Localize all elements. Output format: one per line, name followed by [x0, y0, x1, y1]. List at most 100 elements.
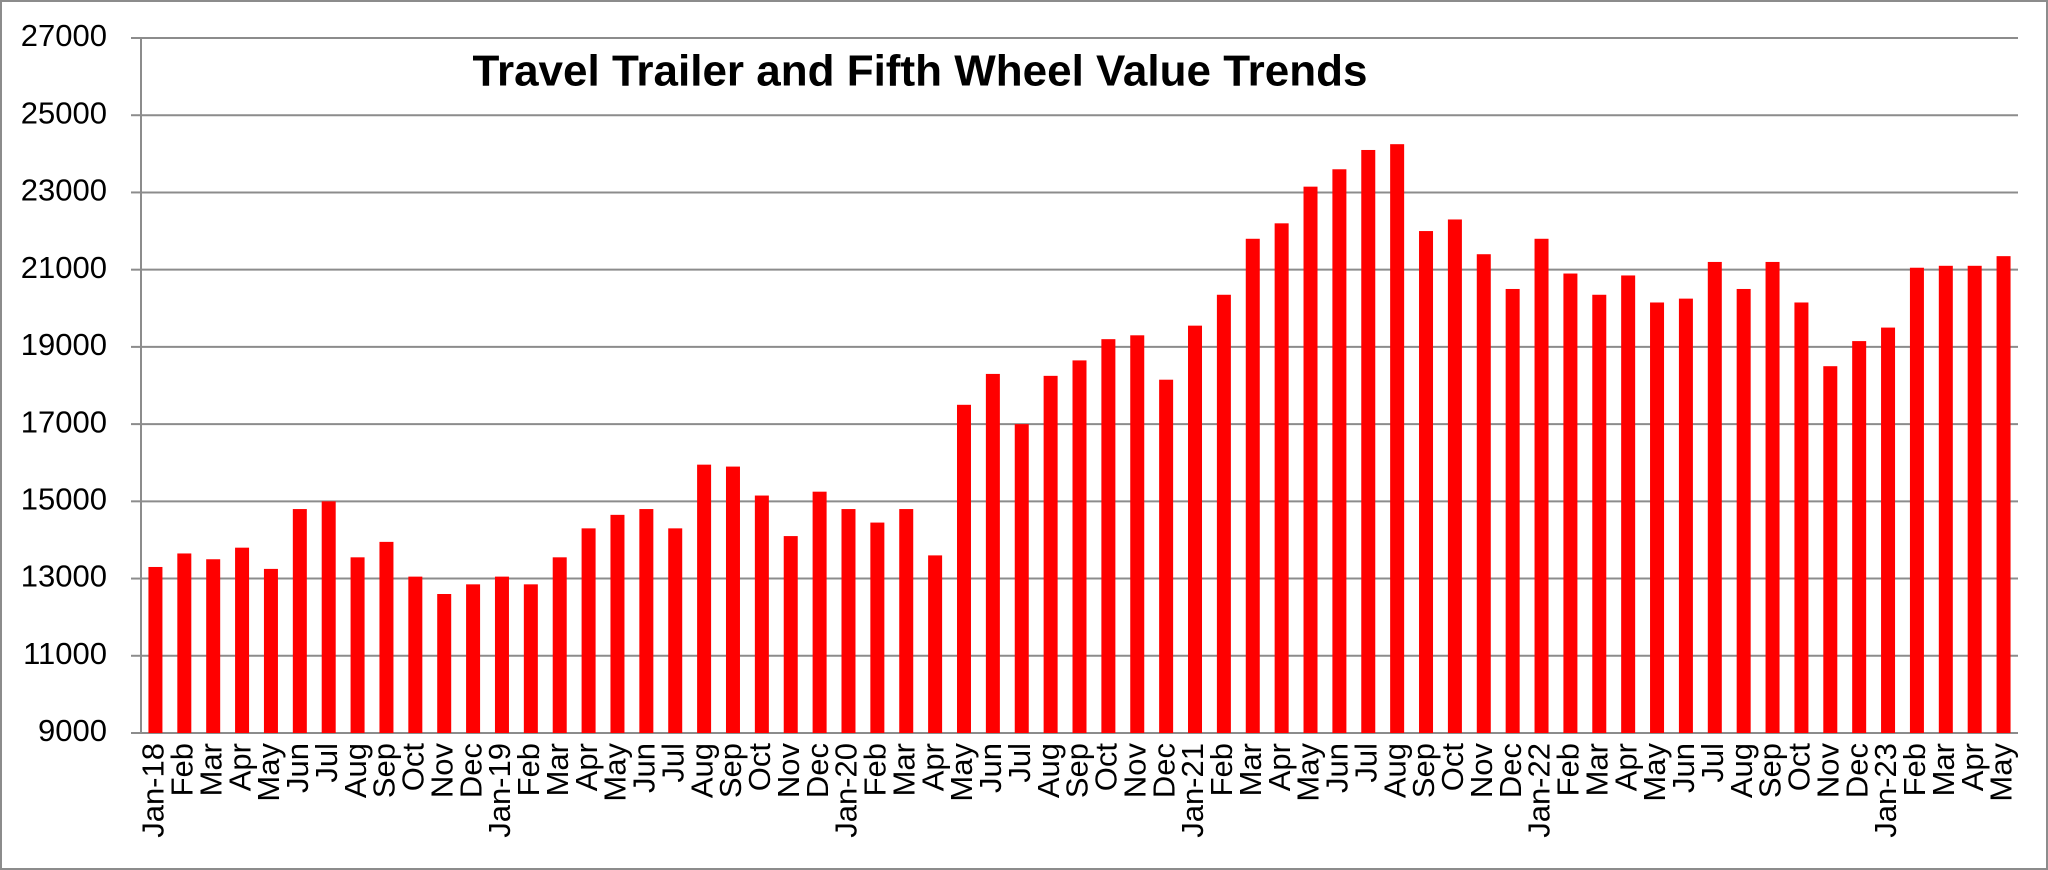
x-tick-label: Jul [655, 743, 690, 783]
bar [1650, 302, 1665, 733]
bar [1101, 339, 1116, 733]
bar [1852, 341, 1867, 733]
x-tick-label: Oct [1782, 743, 1817, 792]
bar [408, 576, 423, 733]
x-tick-label: Jun [280, 743, 315, 793]
bar [379, 541, 394, 733]
bar [1678, 298, 1693, 733]
bar [1563, 273, 1578, 733]
bar [928, 555, 943, 733]
bar [1794, 302, 1809, 733]
bar [1390, 144, 1405, 734]
x-tick-label: Jan-19 [482, 743, 517, 838]
x-tick-label: Apr [1955, 743, 1990, 791]
x-tick-label: Mar [1233, 743, 1268, 796]
x-tick-label: Jul [1002, 743, 1037, 783]
bar [985, 373, 1000, 733]
bar [350, 557, 365, 733]
bar [1881, 327, 1896, 733]
x-tick-label: Aug [1724, 743, 1759, 798]
x-tick-label: Oct [742, 743, 777, 792]
bar [1736, 288, 1751, 733]
y-tick-label: 23000 [21, 173, 107, 208]
bar [1823, 366, 1838, 733]
x-tick-label: Jan-22 [1522, 743, 1557, 838]
x-tick-label: Jan-18 [136, 743, 171, 838]
x-tick-label: May [598, 743, 633, 802]
x-tick-label: Jul [1695, 743, 1730, 783]
bar [1043, 375, 1058, 733]
y-tick-label: 25000 [21, 95, 107, 130]
bar [1505, 288, 1520, 733]
x-tick-label: Nov [1810, 743, 1845, 799]
bar [668, 528, 683, 733]
x-tick-label: May [944, 743, 979, 802]
bar [437, 594, 452, 733]
x-tick-label: Mar [1926, 743, 1961, 796]
bar [610, 514, 625, 733]
bar [899, 509, 914, 733]
bar [697, 464, 712, 733]
x-tick-label: Jul [309, 743, 344, 783]
bar [1534, 238, 1549, 733]
bar [812, 491, 827, 733]
x-tick-label: Jul [1348, 743, 1383, 783]
y-tick-label: 11000 [23, 636, 107, 671]
x-tick-label: Apr [915, 743, 950, 791]
x-tick-label: Apr [1262, 743, 1297, 791]
bar [1072, 360, 1087, 733]
x-tick-label: Jan-21 [1175, 743, 1210, 838]
x-tick-label: Sep [367, 743, 402, 798]
bar [581, 528, 596, 733]
y-tick-label: 13000 [21, 559, 107, 594]
bar [1216, 294, 1231, 733]
x-tick-label: Jan-23 [1868, 743, 1903, 838]
bar [870, 522, 885, 733]
bar [1592, 294, 1607, 733]
x-tick-label: Feb [1897, 743, 1932, 796]
x-tick-label: Mar [1579, 743, 1614, 796]
bar [725, 466, 740, 733]
x-tick-label: Jun [1320, 743, 1355, 793]
x-tick-label: Dec [800, 743, 835, 798]
x-tick-label: Dec [1493, 743, 1528, 798]
bar [148, 566, 163, 733]
x-tick-label: May [251, 743, 286, 802]
bar [177, 553, 192, 733]
chart-title: Travel Trailer and Fifth Wheel Value Tre… [473, 47, 1368, 96]
y-tick-label: 19000 [21, 327, 107, 362]
bar [206, 559, 221, 733]
x-tick-label: Aug [338, 743, 373, 798]
bar [1159, 379, 1174, 733]
x-tick-label: Feb [165, 743, 200, 796]
x-tick-label: Oct [1435, 743, 1470, 792]
x-tick-label: Dec [1839, 743, 1874, 798]
x-tick-label: Dec [1146, 743, 1181, 798]
bar [1303, 186, 1318, 733]
bar [1707, 261, 1722, 733]
bar [956, 404, 971, 733]
y-tick-label: 17000 [21, 404, 107, 439]
y-tick-label: 27000 [21, 18, 107, 53]
x-tick-label: Feb [1204, 743, 1239, 796]
bar [1909, 267, 1924, 733]
x-tick-label: Aug [1377, 743, 1412, 798]
x-tick-label: Sep [1060, 743, 1095, 798]
x-tick-label: Mar [193, 743, 228, 796]
x-tick-label: Jun [973, 743, 1008, 793]
y-tick-label: 15000 [21, 482, 107, 517]
x-tick-label: Apr [1608, 743, 1643, 791]
x-tick-label: Jun [1666, 743, 1701, 793]
bar [783, 536, 798, 733]
x-tick-label: Aug [1031, 743, 1066, 798]
x-tick-label: Sep [713, 743, 748, 798]
x-tick-label: May [1984, 743, 2019, 802]
bar [1967, 265, 1982, 733]
x-tick-label: Sep [1406, 743, 1441, 798]
y-tick-label: 9000 [38, 713, 107, 748]
bar [1447, 219, 1462, 733]
bar [1476, 254, 1491, 733]
bar [292, 509, 307, 733]
x-tick-label: Nov [1117, 743, 1152, 799]
x-tick-label: May [1291, 743, 1326, 802]
